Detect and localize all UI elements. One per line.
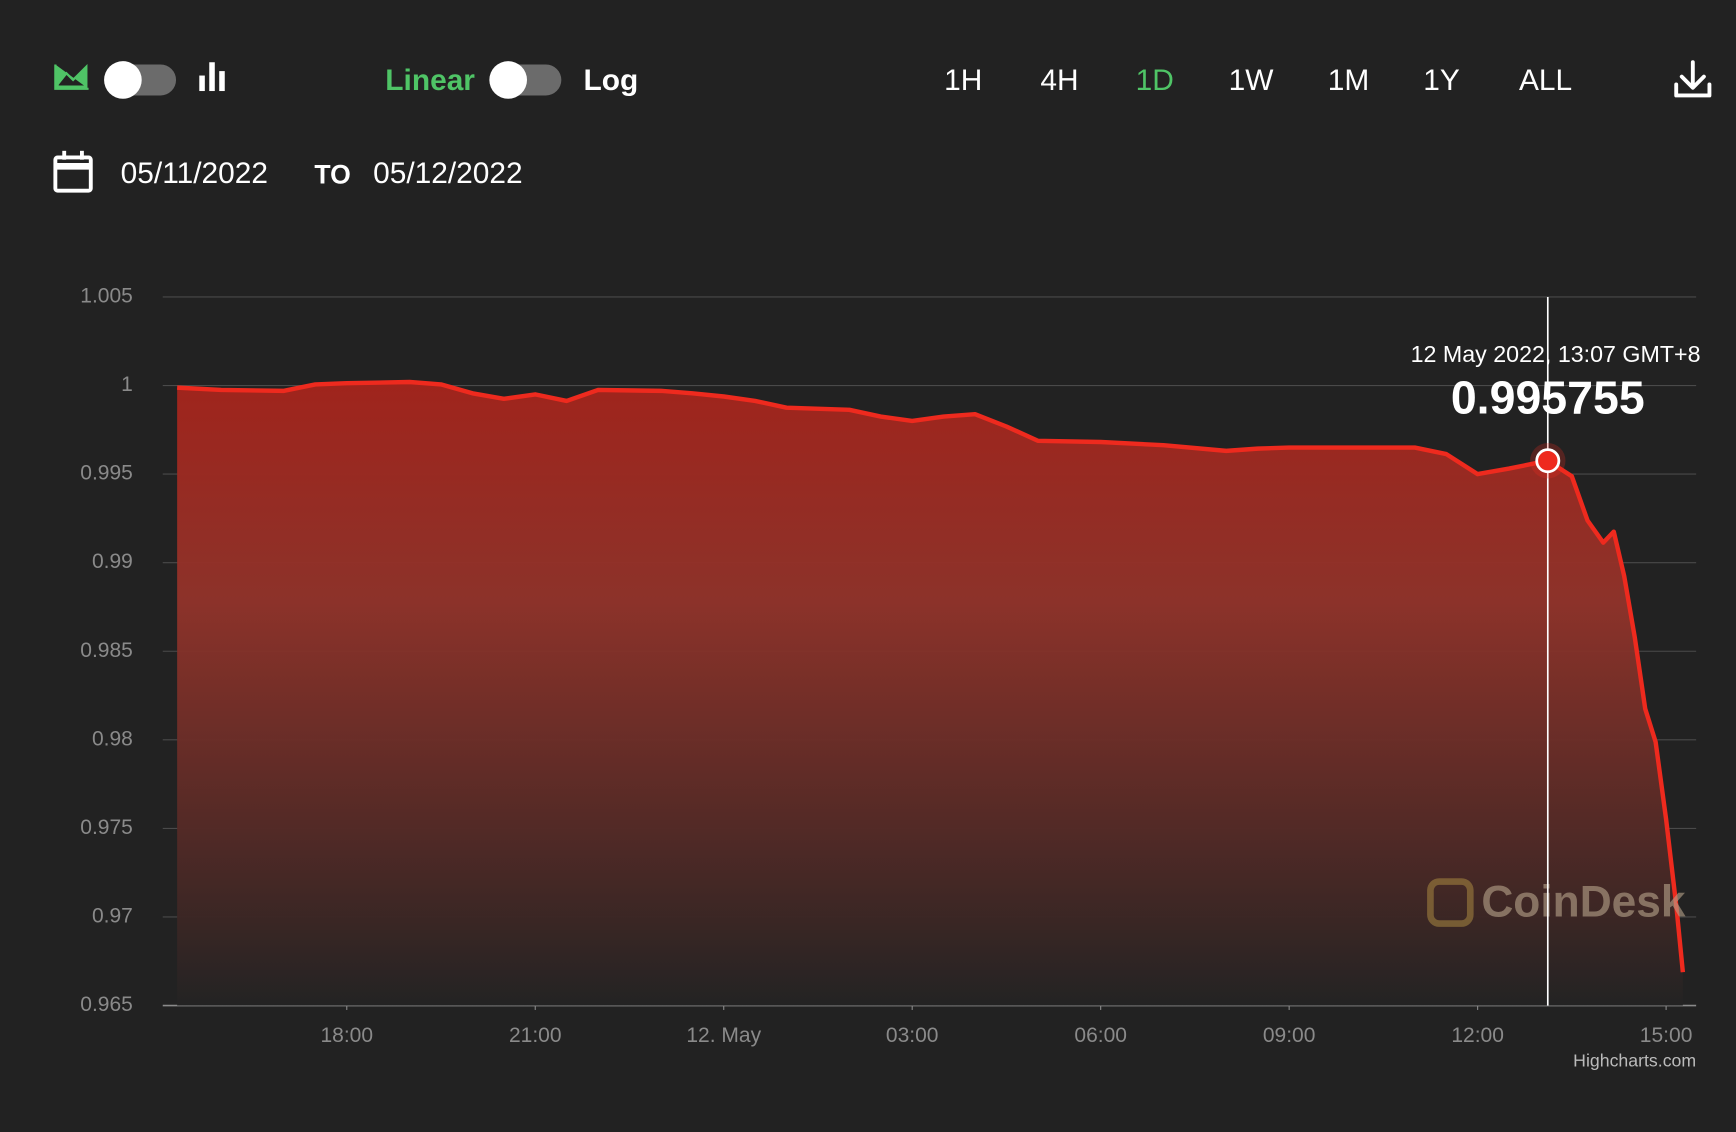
- log-label[interactable]: Log: [583, 64, 638, 97]
- area-icon: [54, 64, 89, 90]
- date-from[interactable]: 05/11/2022: [121, 157, 268, 190]
- y-tick-label: 0.99: [92, 550, 133, 573]
- hover-marker: [1535, 448, 1561, 474]
- credits[interactable]: Highcharts.com: [1573, 1051, 1696, 1071]
- linear-label[interactable]: Linear: [385, 64, 475, 97]
- toggle-knob: [489, 61, 527, 99]
- download-button[interactable]: [1674, 60, 1712, 98]
- watermark: CoinDesk: [1481, 877, 1686, 926]
- y-tick-label: 0.97: [92, 905, 133, 928]
- date-to[interactable]: 05/12/2022: [373, 157, 523, 190]
- range-button[interactable]: ALL: [1519, 64, 1572, 97]
- line: [177, 379, 1686, 973]
- chart: 0.965 0.97 0.975 0.98 0.985 0.99 0.995 1 1.005 18…: [80, 285, 1700, 1071]
- range-buttons: 1H 4H 1D 1W 1M 1Y ALL: [944, 64, 1572, 97]
- x-tick-label: 18:00: [320, 1024, 373, 1047]
- x-tick-label: 12:00: [1451, 1024, 1504, 1047]
- range-button[interactable]: 1W: [1229, 64, 1275, 97]
- area: [177, 381, 1683, 1006]
- bar-icon: [199, 62, 225, 92]
- toggle-knob: [104, 61, 142, 99]
- x-tick-label: 06:00: [1074, 1024, 1127, 1047]
- range-button[interactable]: 4H: [1040, 64, 1078, 97]
- range-button[interactable]: 1Y: [1423, 64, 1460, 97]
- watermark-logo: [1427, 878, 1474, 927]
- x-tick-label: 12. May: [686, 1024, 761, 1047]
- y-tick-label: 0.995: [80, 462, 133, 485]
- y-tick-label: 0.965: [80, 993, 133, 1016]
- y-tick-label: 1.005: [80, 285, 133, 308]
- y-tick-label: 0.975: [80, 816, 133, 839]
- chart-type-toggle[interactable]: [54, 61, 225, 99]
- x-tick-label: 09:00: [1263, 1024, 1316, 1047]
- calendar-icon[interactable]: [53, 150, 93, 193]
- scale-toggle[interactable]: [489, 61, 562, 99]
- x-tick-label: 21:00: [509, 1024, 562, 1047]
- range-button[interactable]: 1M: [1328, 64, 1370, 97]
- x-tick-label: 15:00: [1640, 1024, 1693, 1047]
- range-button[interactable]: 1H: [944, 64, 982, 97]
- tooltip-date: 12 May 2022, 13:07 GMT+8: [1411, 341, 1701, 367]
- tooltip-value: 0.995755: [1451, 371, 1645, 423]
- range-button[interactable]: 1D: [1136, 64, 1174, 97]
- y-tick-label: 0.985: [80, 639, 133, 662]
- to-label: TO: [314, 159, 350, 189]
- y-tick-label: 1: [121, 373, 133, 396]
- y-tick-label: 0.98: [92, 727, 133, 750]
- x-tick-label: 03:00: [886, 1024, 939, 1047]
